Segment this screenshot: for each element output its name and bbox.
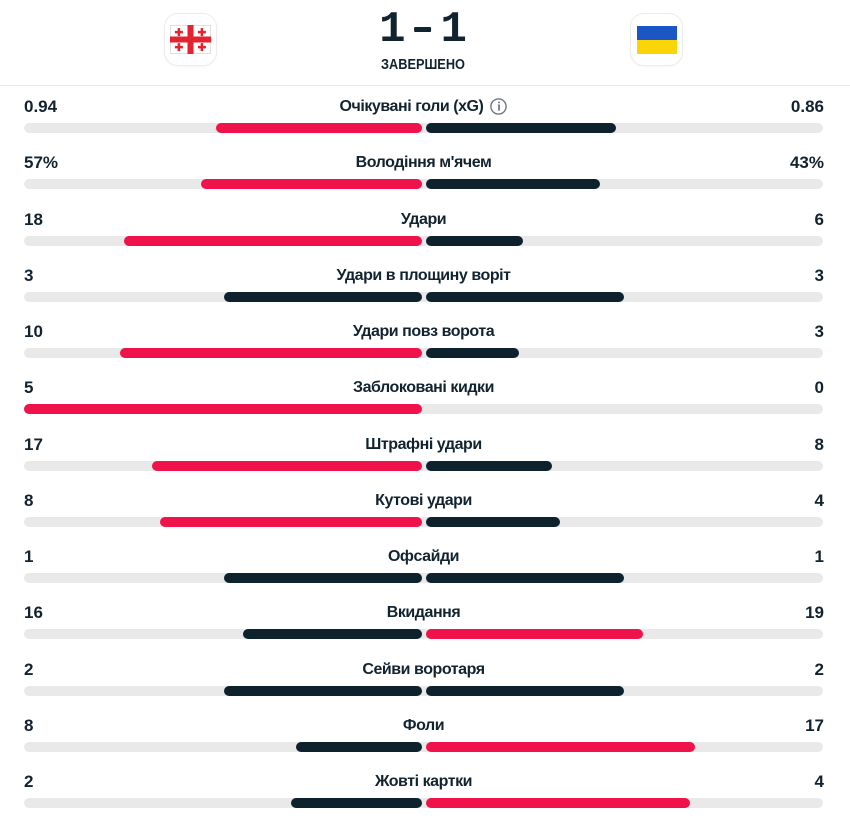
svg-text:i: i — [498, 100, 502, 114]
